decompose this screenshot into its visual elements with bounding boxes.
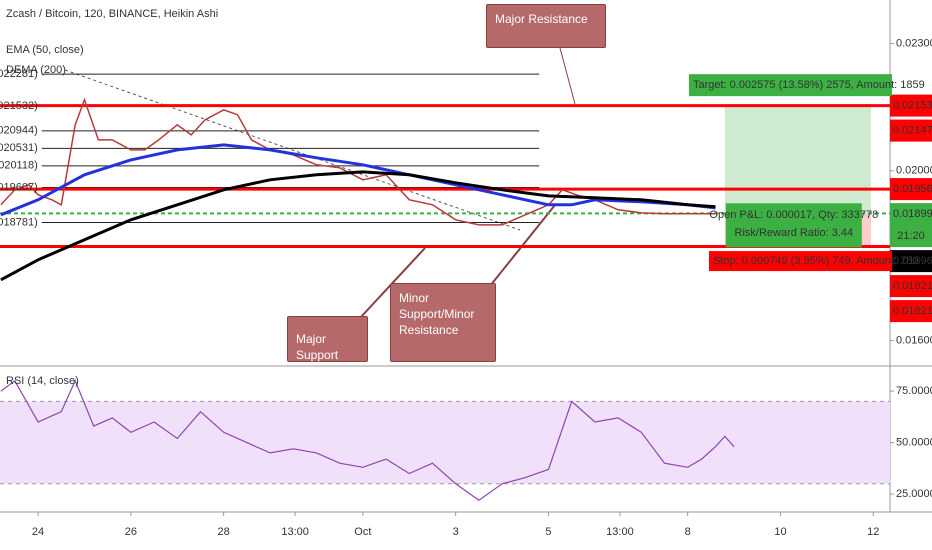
x-tick-label: Oct (354, 526, 371, 538)
x-tick-label: 10 (774, 526, 786, 538)
callout: Minor Support/Minor Resistance (390, 283, 496, 362)
target-box (688, 74, 892, 97)
pane (0, 379, 890, 502)
x-tick-label: 8 (685, 526, 691, 538)
x-tick-label: 13:00 (281, 526, 309, 538)
price-label: 0.018964 (893, 255, 932, 267)
price-label: 0.021539 (893, 100, 932, 112)
price-label-box (890, 203, 932, 248)
fib-label: 0.786(0.021532) (0, 100, 38, 112)
series-line (0, 379, 735, 502)
pnl-label: Open P&L: 0.000017, Qty: 333778 (709, 209, 878, 221)
x-tick-label: 24 (32, 526, 44, 538)
fib-label: 0(0.018781) (0, 216, 38, 228)
price-label-box (890, 300, 932, 323)
x-tick-label: 12 (867, 526, 879, 538)
legend-entry: EMA (50, close) (6, 44, 84, 56)
target-label: Target: 0.002575 (13.58%) 2575, Amount: … (693, 79, 925, 91)
y-tick-label: 50.0000 (896, 436, 932, 448)
rsi-band (0, 401, 890, 484)
price-label-box (890, 94, 932, 117)
price-label-box (890, 250, 932, 273)
price-label: 0.018215 (893, 305, 932, 317)
price-label: 0.018214 (893, 280, 932, 292)
callout: Major Resistance (486, 4, 606, 48)
price-label-sub: 21:20 (897, 230, 925, 242)
y-tick-label: 75.0000 (896, 385, 932, 397)
fib-label: 0.618(0.020944) (0, 125, 38, 137)
rr-label: Risk/Reward Ratio: 3.44 (735, 227, 854, 239)
x-tick-label: 28 (218, 526, 230, 538)
fib-label: 0.382(0.020118) (0, 160, 38, 172)
x-tick-label: 5 (545, 526, 551, 538)
price-label-box (890, 275, 932, 298)
x-tick-label: 3 (453, 526, 459, 538)
price-label-box (890, 119, 932, 142)
series-line (0, 143, 716, 217)
price-label: 0.021479 (893, 125, 932, 137)
pane-title: RSI (14, close) (6, 375, 79, 387)
target-zone (724, 104, 871, 214)
legend-entry: DEMA (200) (6, 64, 66, 76)
pnl-box (725, 203, 862, 248)
callout-pointer (559, 47, 576, 105)
x-tick-label: 26 (125, 526, 137, 538)
series-line (0, 170, 716, 282)
pane-title: Zcash / Bitcoin, 120, BINANCE, Heikin As… (6, 8, 218, 20)
fib-label: 0.236(0.019607) (0, 181, 38, 193)
price-label: 0.019569 (893, 183, 932, 195)
y-tick-label: 0.016000 (896, 334, 932, 346)
y-tick-label: 0.023000 (896, 38, 932, 50)
x-tick-label: 13:00 (606, 526, 634, 538)
series-line (0, 97, 716, 226)
callout: Major Support (287, 316, 368, 362)
price-label-box (890, 178, 932, 201)
fib-label: 1(0.022281) (0, 68, 38, 80)
stop-box (708, 251, 892, 272)
plot: 0.023000 0.020000 0.016000 1(0.022281) 0.786… (0, 8, 932, 538)
trend-line (64, 69, 521, 231)
stop-label: Stop: 0.000749 (3.95%) 749, Amount: 750 (713, 255, 918, 267)
price-label: 0.018998 (893, 208, 932, 220)
y-tick-label: 25.0000 (896, 488, 932, 500)
fib-label: 0.5(0.020531) (0, 142, 38, 154)
y-tick-label: 0.020000 (896, 165, 932, 177)
pane (0, 73, 890, 282)
